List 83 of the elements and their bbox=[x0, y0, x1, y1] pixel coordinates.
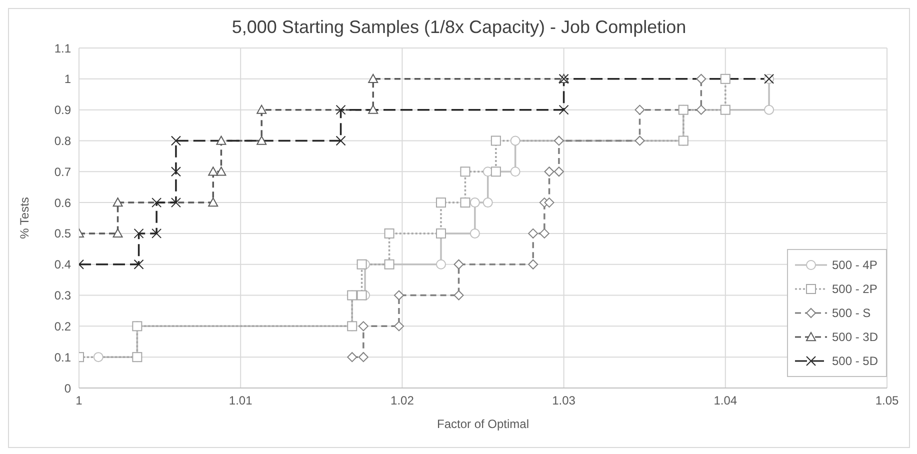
point bbox=[347, 352, 358, 362]
point bbox=[510, 166, 520, 177]
point bbox=[490, 136, 501, 146]
point bbox=[358, 321, 368, 332]
point bbox=[256, 136, 267, 145]
point bbox=[720, 104, 730, 115]
x-tick-label: 1.02 bbox=[390, 394, 414, 408]
point bbox=[764, 104, 774, 115]
point bbox=[216, 136, 226, 145]
point bbox=[544, 198, 554, 208]
point bbox=[152, 198, 162, 208]
y-tick-label: 0 bbox=[64, 381, 72, 396]
point bbox=[436, 259, 446, 270]
y-tick-label: 0.8 bbox=[54, 134, 72, 148]
legend-label: 500 - 5D bbox=[832, 354, 878, 368]
point bbox=[454, 290, 464, 300]
y-tick-label: 0.9 bbox=[54, 103, 72, 118]
y-tick-label: 0.1 bbox=[54, 350, 72, 364]
y-tick-label: 0.4 bbox=[54, 258, 72, 272]
point bbox=[134, 259, 144, 270]
point bbox=[336, 104, 346, 115]
point bbox=[510, 136, 520, 146]
x-tick-label: 1.03 bbox=[552, 394, 576, 408]
point bbox=[336, 136, 346, 146]
point bbox=[112, 228, 123, 238]
legend-label: 500 - 3D bbox=[832, 330, 878, 344]
point bbox=[368, 104, 378, 114]
point bbox=[470, 228, 480, 238]
chart-title: 5,000 Starting Samples (1/8x Capacity) - Job Completion bbox=[230, 17, 688, 38]
point bbox=[554, 166, 564, 177]
point bbox=[256, 104, 267, 114]
point bbox=[539, 228, 550, 238]
y-tick-label: 1.1 bbox=[54, 41, 72, 56]
point bbox=[436, 198, 446, 208]
point bbox=[720, 74, 730, 84]
point bbox=[634, 136, 645, 146]
y-tick-label: 0.3 bbox=[54, 288, 72, 303]
point bbox=[152, 228, 162, 238]
y-tick-label: 0.2 bbox=[54, 319, 72, 334]
point bbox=[470, 198, 480, 208]
point bbox=[544, 166, 554, 177]
point bbox=[170, 136, 181, 146]
point bbox=[216, 166, 226, 176]
point bbox=[394, 290, 404, 300]
point bbox=[356, 259, 367, 270]
point bbox=[696, 74, 706, 84]
y-tick-label: 0.7 bbox=[54, 164, 72, 179]
point bbox=[696, 104, 706, 115]
point bbox=[368, 74, 378, 84]
point bbox=[170, 166, 181, 177]
point bbox=[208, 166, 218, 176]
point bbox=[208, 198, 218, 207]
x-tick-label: 1 bbox=[76, 394, 83, 408]
point bbox=[394, 321, 404, 332]
point bbox=[358, 352, 368, 362]
y-tick-label: 0.6 bbox=[54, 196, 72, 210]
point bbox=[134, 228, 144, 238]
point bbox=[170, 198, 181, 208]
point bbox=[93, 352, 104, 362]
legend-label: 500 - 2P bbox=[832, 282, 878, 296]
y-tick-label: 0.5 bbox=[54, 226, 72, 241]
x-tick-label: 1.04 bbox=[714, 394, 738, 408]
point bbox=[460, 166, 470, 177]
point bbox=[384, 259, 394, 270]
x-tick-label: 1.01 bbox=[228, 394, 253, 408]
point bbox=[634, 104, 645, 115]
x-tick-label: 1.05 bbox=[875, 394, 899, 408]
point bbox=[112, 198, 123, 207]
point bbox=[554, 136, 564, 146]
legend-label: 500 - 4P bbox=[832, 258, 878, 272]
point bbox=[454, 259, 464, 270]
point bbox=[460, 198, 470, 208]
point bbox=[482, 198, 493, 208]
point bbox=[384, 228, 394, 238]
y-tick-label: 1 bbox=[64, 72, 72, 86]
point bbox=[558, 104, 569, 115]
y-axis-title: % Tests bbox=[17, 197, 32, 239]
point bbox=[528, 228, 538, 238]
point bbox=[528, 259, 538, 270]
point bbox=[490, 166, 501, 177]
legend-label: 500 - S bbox=[832, 306, 871, 320]
point bbox=[356, 290, 367, 300]
x-axis-title: Factor of Optimal bbox=[436, 417, 530, 431]
